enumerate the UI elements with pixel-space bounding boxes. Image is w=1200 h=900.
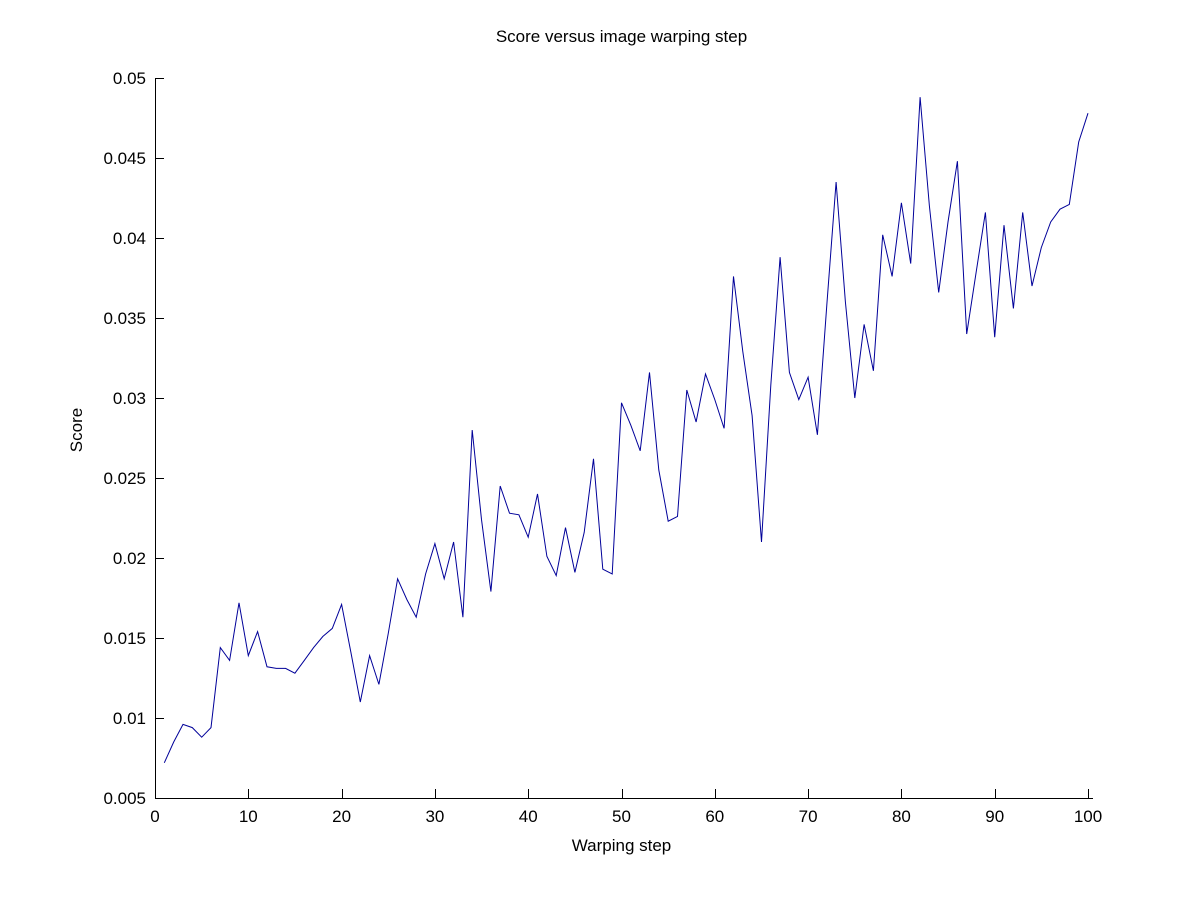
x-tick-label: 20 <box>332 807 351 826</box>
x-tick-label: 100 <box>1074 807 1102 826</box>
x-tick-label: 40 <box>519 807 538 826</box>
y-tick-label: 0.03 <box>113 389 146 408</box>
x-tick-label: 80 <box>892 807 911 826</box>
y-tick-label: 0.035 <box>103 309 146 328</box>
x-tick-label: 30 <box>425 807 444 826</box>
y-tick-label: 0.02 <box>113 549 146 568</box>
y-tick-label: 0.045 <box>103 149 146 168</box>
x-tick-label: 0 <box>150 807 159 826</box>
y-tick-label: 0.025 <box>103 469 146 488</box>
chart-title: Score versus image warping step <box>495 27 748 46</box>
y-tick-label: 0.005 <box>103 789 146 808</box>
x-tick-label: 50 <box>612 807 631 826</box>
x-tick-label: 90 <box>985 807 1004 826</box>
y-tick-label: 0.01 <box>113 709 146 728</box>
y-tick-label: 0.015 <box>103 629 146 648</box>
x-axis-label: Warping step <box>571 836 672 855</box>
y-tick-label: 0.05 <box>113 69 146 88</box>
x-tick-label: 60 <box>705 807 724 826</box>
score-series-line <box>163 97 1089 764</box>
x-tick-label: 70 <box>799 807 818 826</box>
y-tick-label: 0.04 <box>113 229 146 248</box>
x-tick-label: 10 <box>239 807 258 826</box>
